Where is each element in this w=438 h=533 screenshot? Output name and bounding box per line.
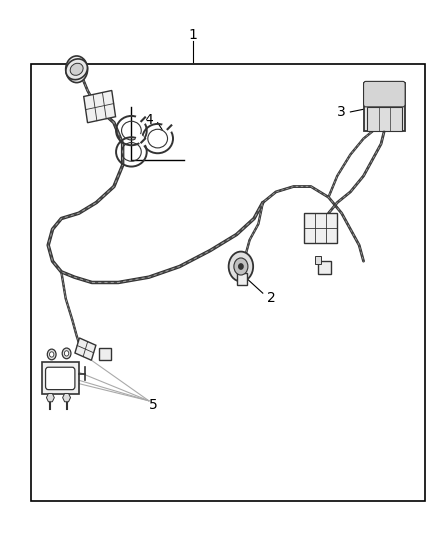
Bar <box>237 273 247 285</box>
Circle shape <box>66 56 88 83</box>
Bar <box>318 261 331 274</box>
Bar <box>367 107 402 131</box>
Bar <box>42 362 79 394</box>
Bar <box>99 348 111 360</box>
Ellipse shape <box>70 63 83 75</box>
FancyBboxPatch shape <box>46 367 75 390</box>
Circle shape <box>229 252 253 281</box>
Bar <box>364 83 405 131</box>
Circle shape <box>47 349 56 360</box>
Circle shape <box>239 264 243 269</box>
Bar <box>315 256 321 264</box>
Text: 5: 5 <box>149 398 158 412</box>
Circle shape <box>64 351 69 356</box>
Ellipse shape <box>66 59 88 79</box>
Bar <box>75 338 96 360</box>
Bar <box>31 64 425 501</box>
FancyBboxPatch shape <box>364 82 405 107</box>
Bar <box>304 213 337 243</box>
Wedge shape <box>136 134 146 146</box>
Text: 2: 2 <box>267 292 276 305</box>
Text: 1: 1 <box>188 28 197 42</box>
Wedge shape <box>162 120 173 133</box>
Text: 4: 4 <box>145 113 153 127</box>
Text: 3: 3 <box>337 105 346 119</box>
Wedge shape <box>136 112 146 125</box>
Circle shape <box>49 352 54 357</box>
Bar <box>84 91 116 123</box>
Circle shape <box>62 348 71 359</box>
Circle shape <box>234 258 248 275</box>
